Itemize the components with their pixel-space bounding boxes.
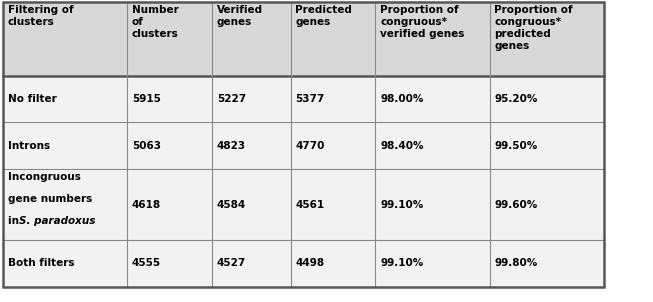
Text: 99.60%: 99.60% [494,200,537,210]
Text: 98.00%: 98.00% [380,94,423,104]
Text: 4555: 4555 [132,259,161,268]
Bar [3,2,604,76]
Text: Both filters: Both filters [8,259,74,268]
Bar [3,76,604,122]
Text: 5915: 5915 [132,94,161,104]
Text: 5227: 5227 [217,94,246,104]
Text: Predicted
genes: Predicted genes [295,5,352,27]
Text: 99.80%: 99.80% [494,259,537,268]
Text: 4561: 4561 [295,200,325,210]
Text: gene numbers: gene numbers [8,194,92,204]
Text: 95.20%: 95.20% [494,94,537,104]
Text: Introns: Introns [8,141,50,151]
Text: 4584: 4584 [217,200,246,210]
Bar [3,122,604,169]
Text: 4618: 4618 [132,200,161,210]
Text: 4498: 4498 [295,259,325,268]
Text: 99.10%: 99.10% [380,259,423,268]
Text: 4527: 4527 [217,259,246,268]
Text: 99.10%: 99.10% [380,200,423,210]
Text: Verified
genes: Verified genes [217,5,263,27]
Text: Proportion of
congruous*
verified genes: Proportion of congruous* verified genes [380,5,464,39]
Text: 4823: 4823 [217,141,246,151]
Text: Proportion of
congruous*
predicted
genes: Proportion of congruous* predicted genes [494,5,573,51]
Text: 98.40%: 98.40% [380,141,424,151]
Text: No filter: No filter [8,94,57,104]
Text: Filtering of
clusters: Filtering of clusters [8,5,73,27]
Text: 4770: 4770 [295,141,325,151]
Text: 99.50%: 99.50% [494,141,537,151]
Text: S. paradoxus: S. paradoxus [19,217,95,226]
Text: 5063: 5063 [132,141,161,151]
Bar [3,169,604,240]
Text: Number
of
clusters: Number of clusters [132,5,179,39]
Text: Incongruous: Incongruous [8,172,81,182]
Text: in: in [8,217,22,226]
Bar [3,240,604,287]
Text: 5377: 5377 [295,94,325,104]
